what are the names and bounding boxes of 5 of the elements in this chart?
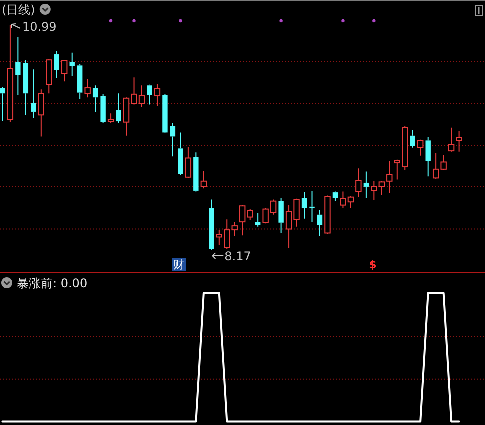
annotation: 8.17: [224, 250, 252, 264]
text: $: [369, 258, 377, 272]
chart-title: (日线): [2, 3, 36, 17]
chart-title: 暴涨前: 0.00: [17, 276, 88, 290]
annotation: 10.99: [22, 20, 57, 34]
